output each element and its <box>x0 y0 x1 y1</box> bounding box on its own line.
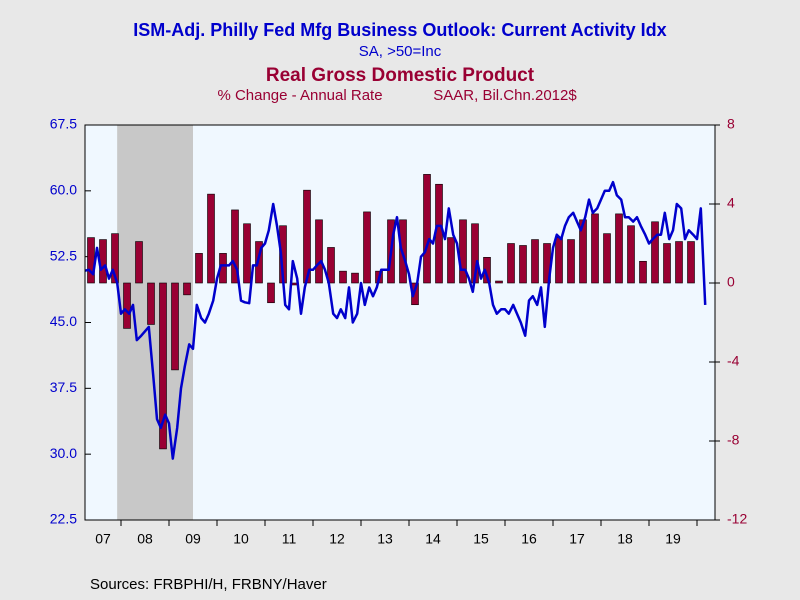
y2-tick-label: -12 <box>727 511 747 527</box>
x-tick-label: 16 <box>521 531 537 547</box>
subtitle-bar-2: SAAR, Bil.Chn.2012$ <box>433 87 577 104</box>
bar <box>339 270 347 284</box>
line <box>84 180 707 460</box>
bar <box>603 233 611 284</box>
x-tick-label: 13 <box>377 531 393 547</box>
bar <box>639 260 647 284</box>
x-tick-label: 14 <box>425 531 441 547</box>
bar <box>183 282 191 296</box>
bar <box>579 219 587 284</box>
bar <box>351 272 359 284</box>
bar <box>687 241 695 284</box>
y-tick-label: 30.0 <box>50 445 77 461</box>
y-tick-label: 60.0 <box>50 182 77 198</box>
bar <box>123 282 131 329</box>
bar <box>651 221 659 284</box>
bar <box>135 241 143 284</box>
bar <box>531 239 539 284</box>
bar <box>507 243 515 284</box>
bar <box>447 237 455 284</box>
bar <box>207 193 215 284</box>
x-tick-label: 11 <box>282 531 297 547</box>
bar <box>495 280 503 284</box>
bar <box>567 239 575 284</box>
bar <box>675 241 683 284</box>
bar <box>147 282 155 325</box>
bar <box>663 243 671 284</box>
bar <box>435 183 443 284</box>
y-tick-label: 67.5 <box>50 116 77 132</box>
title-bar: Real Gross Domestic Product <box>266 65 535 86</box>
bar <box>87 237 95 284</box>
bar <box>111 233 119 284</box>
bar <box>159 282 167 450</box>
bar <box>243 223 251 284</box>
y-tick-label: 45.0 <box>50 313 77 329</box>
bar <box>315 219 323 284</box>
bar <box>327 247 335 284</box>
y-tick-label: 37.5 <box>50 379 77 395</box>
x-tick-label: 09 <box>185 531 201 547</box>
bar <box>459 219 467 284</box>
bar <box>363 211 371 284</box>
x-tick-label: 10 <box>233 531 249 547</box>
x-tick-label: 17 <box>569 531 585 547</box>
bar <box>615 213 623 284</box>
bar <box>255 241 263 284</box>
y-tick-label: 22.5 <box>50 511 77 527</box>
y2-tick-label: 0 <box>727 274 735 290</box>
bar <box>267 282 275 304</box>
x-tick-label: 12 <box>329 531 345 547</box>
plot-frame <box>84 124 716 521</box>
y2-tick-label: 8 <box>727 116 735 132</box>
y2-tick-label: 4 <box>727 195 735 211</box>
bar <box>555 237 563 284</box>
bar <box>627 225 635 284</box>
bar <box>195 253 203 284</box>
bar <box>171 282 179 371</box>
x-tick-label: 19 <box>665 531 681 547</box>
bar <box>231 209 239 284</box>
subtitle-line: SA, >50=Inc <box>359 43 442 60</box>
subtitle-bar: % Change - Annual Rate <box>217 87 382 104</box>
y2-tick-label: -4 <box>727 353 740 369</box>
x-tick-label: 18 <box>617 531 633 547</box>
x-tick-label: 08 <box>137 531 153 547</box>
title-line: ISM-Adj. Philly Fed Mfg Business Outlook… <box>133 20 666 40</box>
y2-tick-label: -8 <box>727 432 740 448</box>
bar <box>591 213 599 284</box>
y-tick-label: 52.5 <box>50 247 77 263</box>
bar <box>519 245 527 284</box>
bar <box>423 174 431 284</box>
x-tick-label: 15 <box>473 531 489 547</box>
source: Sources: FRBPHI/H, FRBNY/Haver <box>90 576 327 593</box>
x-tick-label: 07 <box>95 531 111 547</box>
